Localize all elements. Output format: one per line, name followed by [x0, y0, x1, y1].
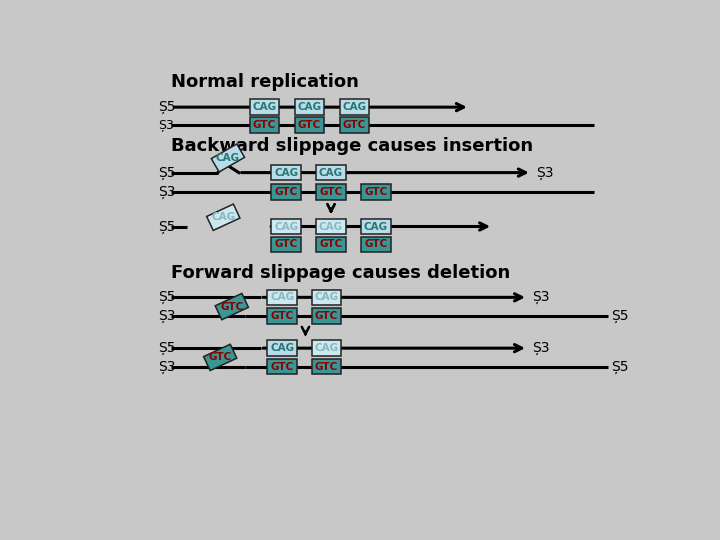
Text: CAG: CAG: [270, 343, 294, 353]
Text: CAG: CAG: [216, 153, 240, 163]
Text: Ș5: Ș5: [611, 360, 629, 374]
Text: GTC: GTC: [274, 187, 297, 197]
FancyBboxPatch shape: [340, 99, 369, 115]
FancyBboxPatch shape: [207, 204, 240, 231]
Text: CAG: CAG: [364, 221, 388, 232]
Text: Ș3: Ș3: [158, 309, 176, 323]
Text: GTC: GTC: [271, 362, 294, 372]
FancyBboxPatch shape: [312, 359, 341, 374]
Text: Ș3: Ș3: [536, 166, 554, 180]
Text: GTC: GTC: [315, 311, 338, 321]
FancyBboxPatch shape: [361, 184, 391, 200]
Text: Ș5: Ș5: [158, 341, 176, 355]
FancyBboxPatch shape: [271, 184, 301, 200]
Text: CAG: CAG: [211, 212, 235, 222]
Text: Ș5: Ș5: [158, 100, 176, 114]
FancyBboxPatch shape: [340, 117, 369, 132]
FancyBboxPatch shape: [212, 144, 245, 172]
FancyBboxPatch shape: [361, 237, 391, 252]
Text: CAG: CAG: [274, 221, 298, 232]
Text: Forward slippage causes deletion: Forward slippage causes deletion: [171, 264, 510, 282]
Text: Ș5: Ș5: [611, 309, 629, 323]
FancyBboxPatch shape: [312, 289, 341, 305]
FancyBboxPatch shape: [267, 359, 297, 374]
FancyBboxPatch shape: [294, 117, 324, 132]
Text: Backward slippage causes insertion: Backward slippage causes insertion: [171, 137, 534, 154]
Text: GTC: GTC: [297, 120, 321, 130]
FancyBboxPatch shape: [267, 308, 297, 323]
Text: GTC: GTC: [209, 353, 232, 362]
Text: GTC: GTC: [315, 362, 338, 372]
Text: CAG: CAG: [315, 343, 338, 353]
FancyBboxPatch shape: [267, 289, 297, 305]
FancyBboxPatch shape: [271, 219, 301, 234]
FancyBboxPatch shape: [204, 344, 237, 370]
Text: Ș3: Ș3: [532, 291, 549, 305]
FancyBboxPatch shape: [361, 219, 391, 234]
Text: CAG: CAG: [270, 292, 294, 302]
Text: Ș5: Ș5: [158, 166, 176, 180]
FancyBboxPatch shape: [316, 237, 346, 252]
Text: CAG: CAG: [252, 102, 276, 112]
Text: CAG: CAG: [297, 102, 321, 112]
FancyBboxPatch shape: [267, 340, 297, 356]
Text: Ș3: Ș3: [158, 118, 174, 131]
Text: CAG: CAG: [319, 221, 343, 232]
Text: CAG: CAG: [315, 292, 338, 302]
Text: Normal replication: Normal replication: [171, 73, 359, 91]
FancyBboxPatch shape: [312, 308, 341, 323]
Text: Ș5: Ș5: [158, 219, 176, 233]
FancyBboxPatch shape: [250, 99, 279, 115]
FancyBboxPatch shape: [294, 99, 324, 115]
FancyBboxPatch shape: [250, 117, 279, 132]
Text: CAG: CAG: [319, 167, 343, 178]
FancyBboxPatch shape: [271, 165, 301, 180]
Text: CAG: CAG: [342, 102, 366, 112]
Text: GTC: GTC: [274, 239, 297, 249]
Text: GTC: GTC: [253, 120, 276, 130]
FancyBboxPatch shape: [271, 237, 301, 252]
Text: GTC: GTC: [343, 120, 366, 130]
FancyBboxPatch shape: [312, 340, 341, 356]
FancyBboxPatch shape: [316, 165, 346, 180]
FancyBboxPatch shape: [316, 184, 346, 200]
Text: GTC: GTC: [364, 187, 387, 197]
Text: GTC: GTC: [320, 187, 343, 197]
Text: Ș3: Ș3: [158, 185, 176, 199]
Text: GTC: GTC: [220, 301, 243, 312]
FancyBboxPatch shape: [316, 219, 346, 234]
Text: GTC: GTC: [271, 311, 294, 321]
Text: Ș5: Ș5: [158, 291, 176, 305]
Text: Ș3: Ș3: [158, 360, 176, 374]
Text: GTC: GTC: [320, 239, 343, 249]
Text: Ș3: Ș3: [532, 341, 549, 355]
Text: GTC: GTC: [364, 239, 387, 249]
Text: CAG: CAG: [274, 167, 298, 178]
FancyBboxPatch shape: [215, 293, 248, 320]
